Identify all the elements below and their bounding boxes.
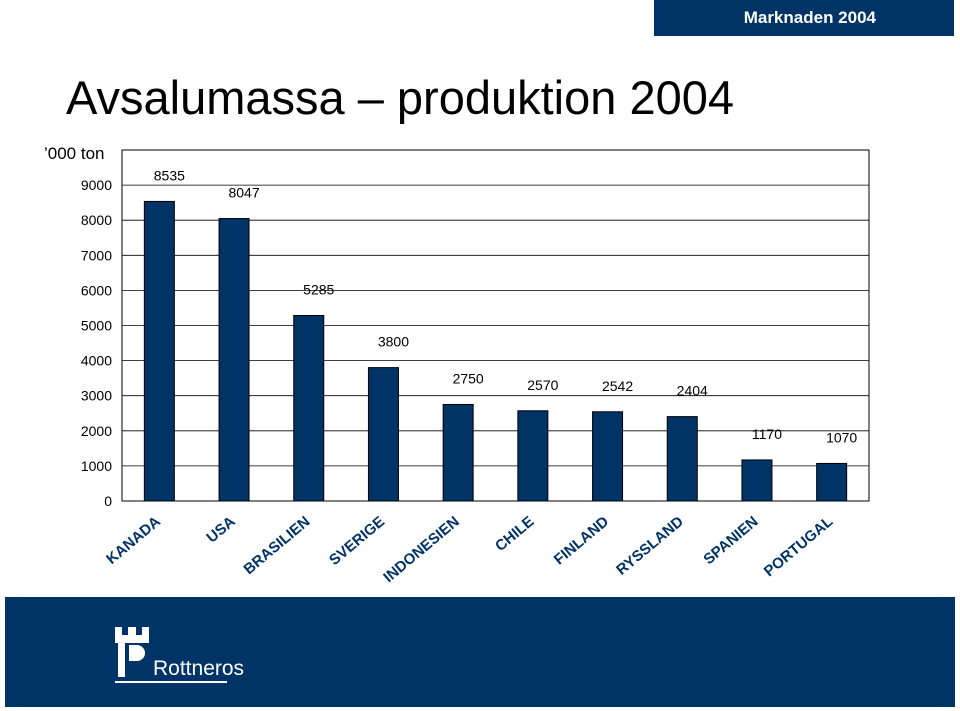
rottneros-tower-icon <box>115 627 149 677</box>
y-tick-label: 0 <box>104 493 112 509</box>
data-label: 1170 <box>752 426 782 442</box>
page-title: Avsalumassa – produktion 2004 <box>66 71 735 124</box>
brand-name: Rottneros <box>153 657 245 680</box>
x-category-label: INDONESIEN <box>380 513 462 586</box>
y-tick-label: 2000 <box>81 423 112 439</box>
y-tick-label: 1000 <box>81 458 112 474</box>
bar-chart: 0 1000 2000 3000 4000 5000 6000 7000 8000 9000 853… <box>81 149 870 586</box>
data-label: 2570 <box>527 377 558 393</box>
x-category-label: KANADA <box>103 513 164 568</box>
data-label: 8535 <box>154 167 185 183</box>
x-category-label: USA <box>203 513 238 546</box>
x-category-label: BRASILIEN <box>240 513 313 578</box>
brand-underline <box>115 681 227 683</box>
data-label: 1070 <box>826 429 857 445</box>
x-category-label: SPANIEN <box>700 513 761 568</box>
y-tick-label: 9000 <box>81 177 112 193</box>
bar <box>741 459 773 502</box>
bar <box>293 314 325 502</box>
data-label: 2404 <box>677 383 708 399</box>
y-tick-label: 8000 <box>81 212 112 228</box>
x-category-label: PORTUGAL <box>761 513 836 580</box>
y-tick-label: 3000 <box>81 388 112 404</box>
y-tick-label: 5000 <box>81 318 112 334</box>
data-label: 2542 <box>602 378 633 394</box>
bar <box>517 410 549 502</box>
header-badge: Marknaden 2004 <box>654 0 954 36</box>
bar <box>592 411 624 502</box>
data-label: 2750 <box>453 370 484 386</box>
x-category-label: RYSSLAND <box>613 513 687 579</box>
y-tick-label: 6000 <box>81 282 112 298</box>
bar <box>442 403 474 502</box>
footer-band: Rottneros <box>5 597 955 707</box>
y-tick-label: 4000 <box>81 353 112 369</box>
bar <box>367 367 399 502</box>
data-label: 5285 <box>303 281 334 297</box>
x-category-label: FINLAND <box>551 513 612 568</box>
bar <box>666 416 698 502</box>
plot-area-frame <box>121 149 870 502</box>
data-label: 3800 <box>378 334 409 350</box>
bar <box>143 200 175 502</box>
x-category-label: SVERIGE <box>326 513 388 569</box>
bar <box>218 218 250 502</box>
bar <box>816 462 848 502</box>
y-tick-label: 7000 <box>81 247 112 263</box>
y-axis-unit-label: ’000 ton <box>44 144 105 163</box>
data-label: 8047 <box>228 185 259 201</box>
x-category-label: CHILE <box>492 513 537 555</box>
